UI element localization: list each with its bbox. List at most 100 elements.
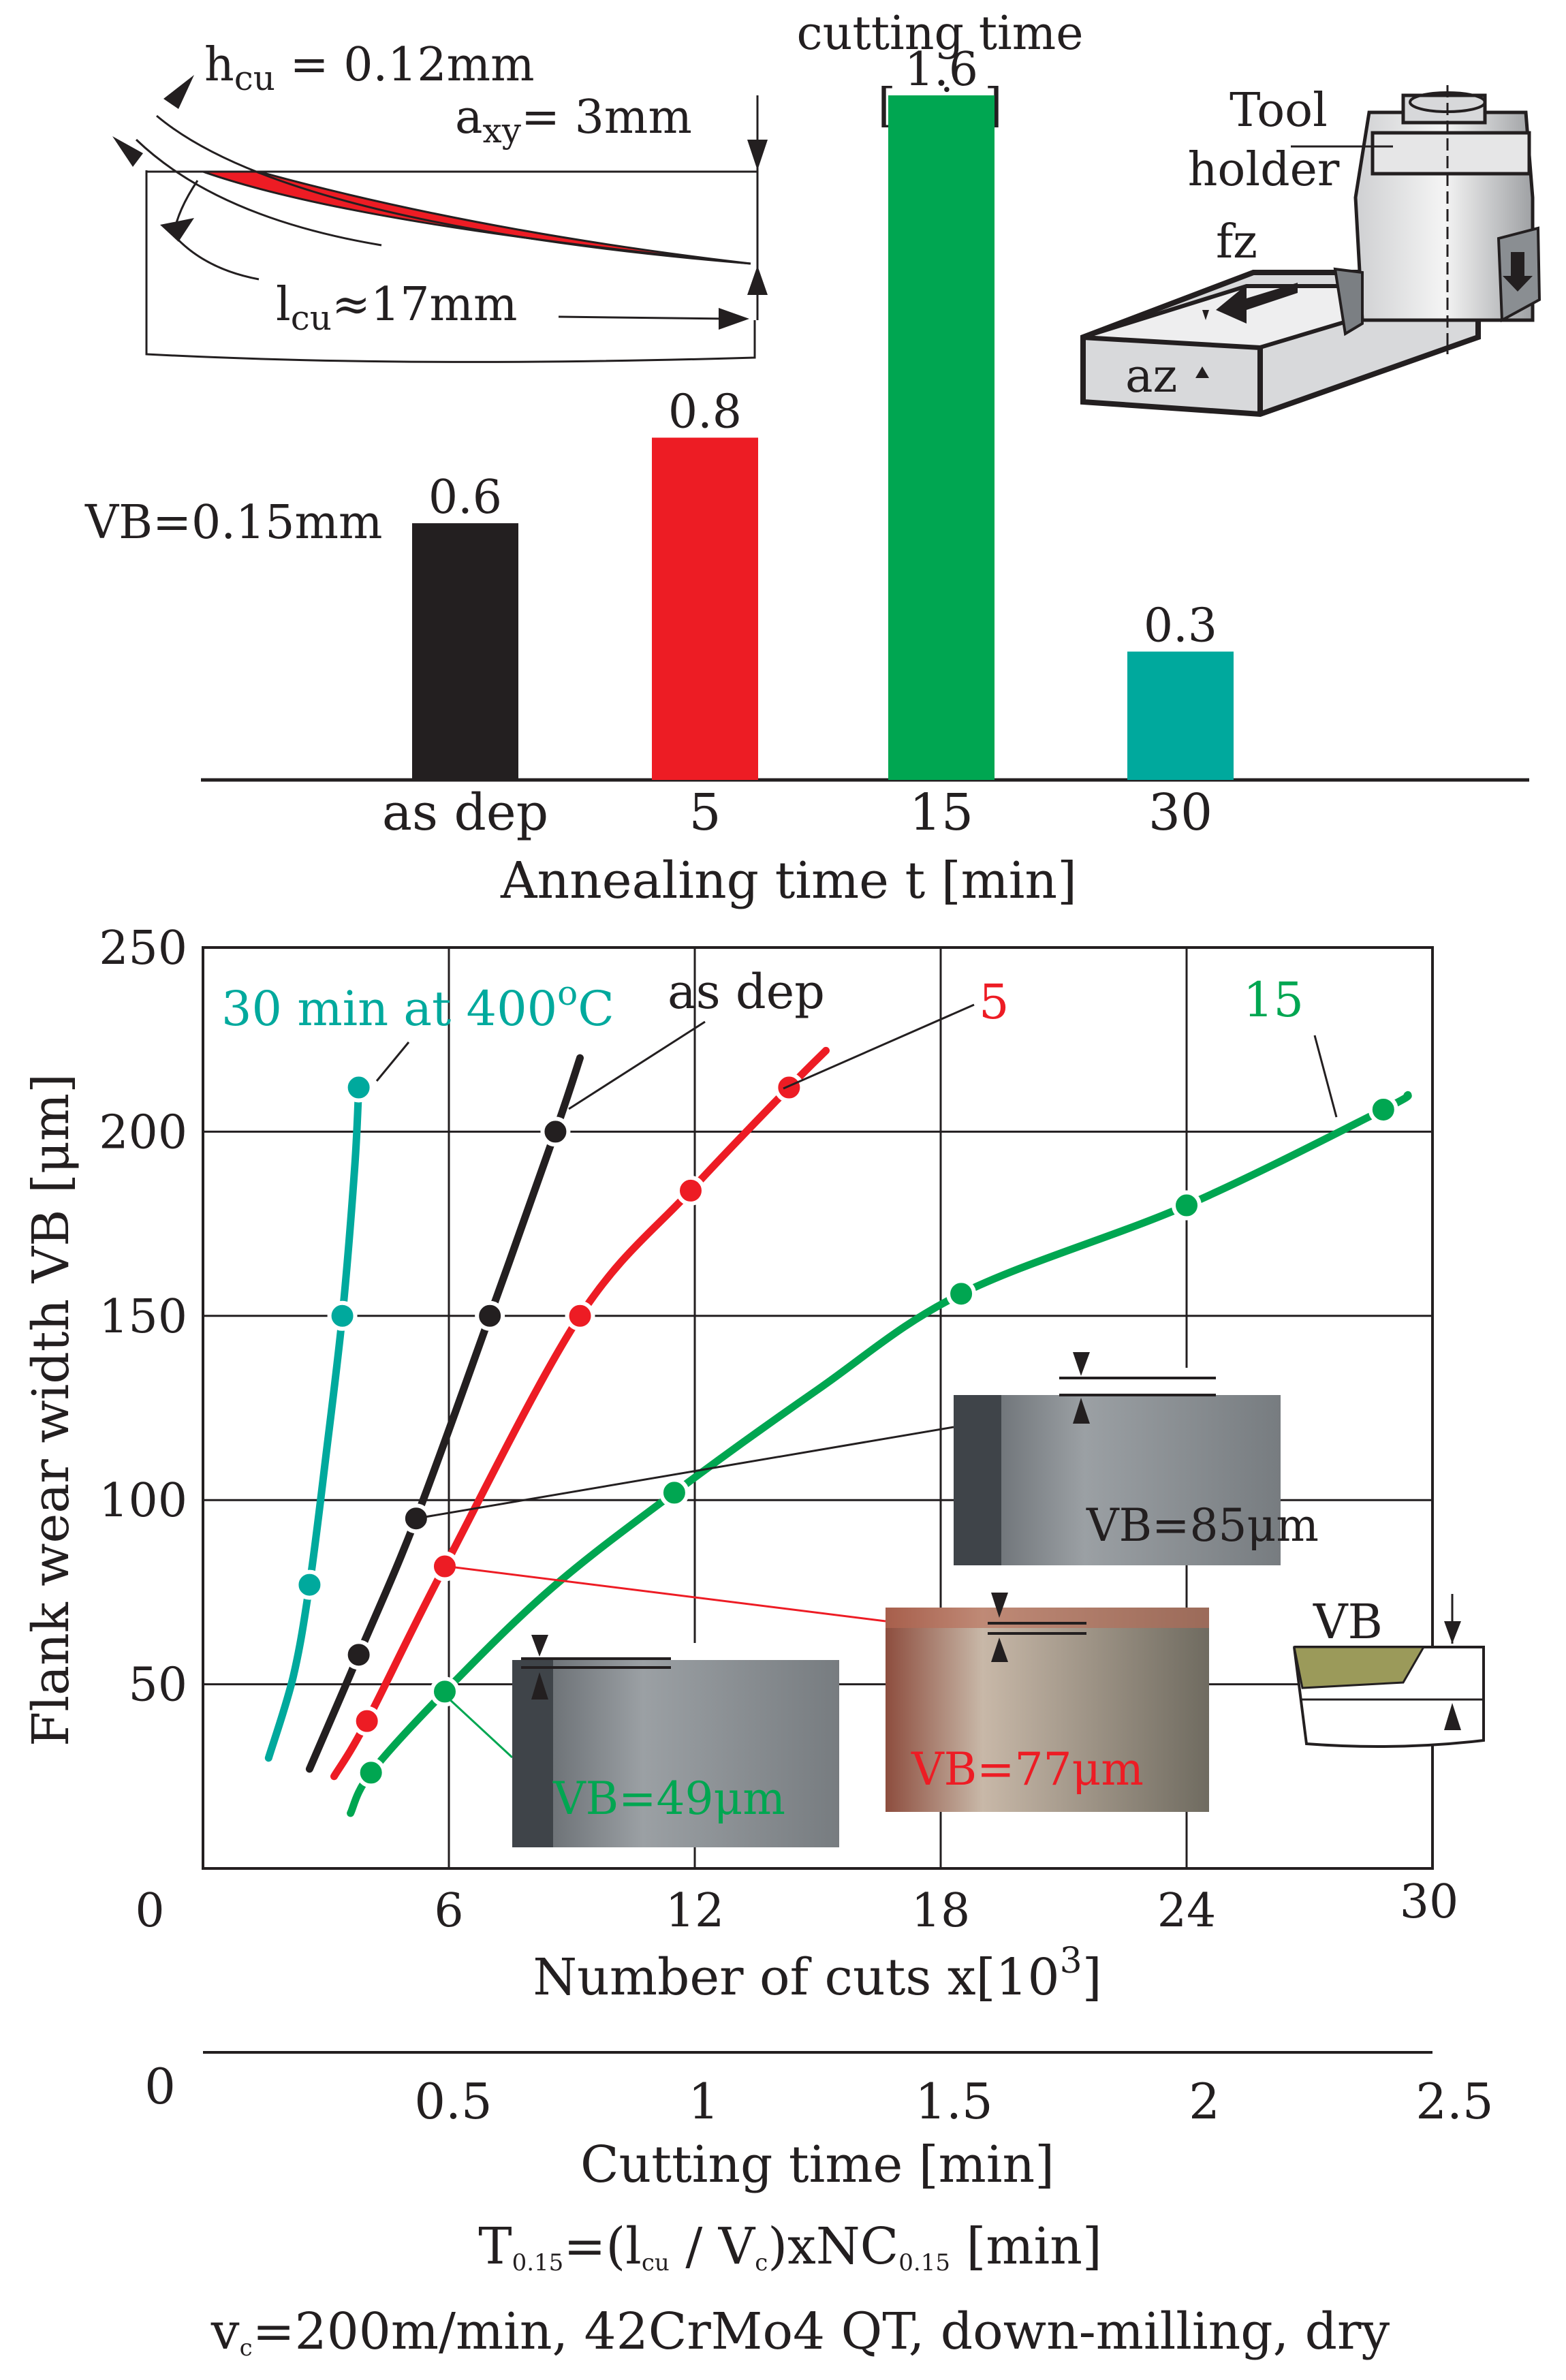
bar-chart-title-line1: cutting time [796, 7, 1083, 61]
leader-as-dep [568, 1020, 706, 1110]
vb85-arrow-up-icon [1073, 1398, 1090, 1424]
bar-value-label-1: 0.8 [668, 386, 742, 439]
x-tick-label-4: 24 [1157, 1884, 1217, 1938]
tool-holder-sketch: Tool holder fz az [1080, 84, 1541, 418]
cutting-conditions: vc=200m/min, 42CrMo4 QT, down-milling, d… [210, 2302, 1390, 2362]
point-series-1-2 [475, 1300, 505, 1331]
x-tick-labels: 0 6 12 18 24 30 [135, 1875, 1458, 1938]
a-xy-label: axy= 3mm [455, 91, 692, 151]
tool-holder-label-2: holder [1188, 143, 1340, 197]
leader-30min [375, 1042, 410, 1082]
workpiece-outline [145, 170, 756, 363]
vb-schematic-label: VB [1313, 1594, 1383, 1650]
a-xy-arrow-up-icon [747, 266, 768, 295]
y-tick-label-2: 150 [99, 1290, 187, 1344]
tool-path-arc-inner [135, 138, 382, 247]
y-tick-label-0: 50 [128, 1659, 187, 1712]
bar-category-label-3: 30 [1148, 783, 1212, 842]
leader-vb77 [438, 1564, 886, 1623]
bar-2 [888, 95, 995, 780]
h-cu-arrow-lower-icon [112, 136, 143, 167]
bar-value-label-0: 0.6 [428, 471, 502, 524]
micrograph-vb49: VB=49μm [512, 1635, 839, 1847]
bar-category-label-1: 5 [689, 783, 721, 842]
point-series-3-0 [356, 1757, 386, 1788]
bar-category-label-2: 15 [909, 783, 973, 842]
time-tick-label-5: 2.5 [1415, 2073, 1494, 2130]
point-series-0-0 [294, 1569, 325, 1600]
point-series-3-3 [946, 1279, 977, 1309]
x-tick-label-1: 6 [434, 1884, 463, 1938]
l-cu-arrow-right-icon [719, 308, 749, 330]
x-tick-label-0: 0 [135, 1884, 164, 1938]
series-label-5: 5 [979, 974, 1009, 1030]
point-series-3-5 [1368, 1094, 1398, 1125]
micrograph-vb77-label: VB=77μm [911, 1743, 1144, 1796]
bar-chart-cutting-time: cutting time [min] VB=0.15mm 0.6as dep0.… [84, 7, 1529, 910]
point-series-3-1 [429, 1676, 460, 1707]
holder-flange [1371, 131, 1531, 176]
time-tick-label-3: 1.5 [915, 2073, 993, 2130]
y-tick-label-3: 200 [99, 1106, 187, 1159]
wear-curves [264, 1046, 1412, 1817]
x-tick-label-2: 12 [665, 1884, 725, 1938]
y-axis-label: Flank wear width VB [μm] [22, 1074, 80, 1747]
series-label-15: 15 [1243, 972, 1304, 1028]
bar-chart-xlabel: Annealing time t [min] [500, 851, 1077, 910]
h-cu-label: hcu = 0.12mm [204, 38, 535, 98]
y-tick-labels: 50 100 150 200 250 [99, 922, 187, 1712]
cutting-time-tick-labels: 0 0.5 1 1.5 2 2.5 [144, 2058, 1494, 2130]
az-arrow-up-icon [1195, 366, 1209, 378]
point-series-2-0 [351, 1706, 382, 1736]
l-cu-arrow-left-icon [160, 218, 194, 242]
curve-series-0 [264, 1084, 363, 1762]
micrograph-vb85-label: VB=85μm [1086, 1499, 1319, 1552]
vb-schematic: VB [1293, 1594, 1485, 1748]
time-tick-label-1: 0.5 [414, 2073, 492, 2130]
milling-geometry-sketch: hcu = 0.12mm axy= 3mm lcu≈17mm [112, 38, 768, 363]
l-cu-dim-right [558, 315, 730, 320]
vb49-arrow-down-icon [531, 1635, 548, 1657]
leader-15 [1313, 1035, 1338, 1118]
leader-vb85 [420, 1426, 954, 1519]
insert-arrow-icon [1503, 252, 1533, 292]
series-label-as-dep: as dep [668, 964, 825, 1020]
y-tick-label-1: 100 [99, 1474, 187, 1528]
point-series-0-2 [343, 1072, 374, 1103]
micrograph-vb49-label: VB=49μm [552, 1772, 785, 1825]
line-chart-flank-wear: 0 6 12 18 24 30 50 100 150 200 250 Flank wear wid… [22, 922, 1485, 2007]
curve-series-2 [330, 1046, 830, 1781]
time-tick-label-0: 0 [144, 2058, 176, 2115]
point-series-2-4 [774, 1072, 804, 1103]
x-axis-label: Number of cuts x[103] [533, 1941, 1101, 2007]
bar-category-label-0: as dep [382, 783, 548, 842]
cutting-time-axis-label: Cutting time [min] [580, 2135, 1054, 2194]
point-series-1-3 [540, 1116, 571, 1147]
bar-0 [412, 523, 518, 780]
l-cu-label: lcu≈17mm [276, 278, 517, 338]
cutting-insert-left [1333, 267, 1364, 336]
bar-1 [652, 437, 758, 780]
fz-arrow-icon [1216, 283, 1298, 324]
a-xy-arrow-down-icon [747, 140, 768, 170]
cutting-time-axis: 0 0.5 1 1.5 2 2.5 Cutting time [min] [144, 2051, 1494, 2194]
vb49-arrow-up-icon [531, 1672, 548, 1700]
vb77-arrow-up-icon [991, 1638, 1008, 1662]
bar-value-label-3: 0.3 [1144, 599, 1217, 653]
point-series-2-3 [675, 1175, 706, 1206]
fz-label: fz [1216, 215, 1257, 269]
tool-path-arc [156, 114, 751, 265]
vb77-arrow-down-icon [991, 1593, 1008, 1618]
tool-holder-label: Tool [1230, 84, 1328, 138]
point-series-1-1 [401, 1503, 431, 1534]
y-tick-label-4: 250 [99, 922, 187, 975]
bar-series: 0.6 as dep 0.8 5 1.6 15 0.3 30 [382, 43, 1234, 842]
vb-criterion-label: VB=0.15mm [84, 496, 382, 550]
leader-vb49 [437, 1688, 514, 1759]
point-series-0-1 [327, 1300, 358, 1331]
x-tick-label-5: 30 [1400, 1875, 1459, 1929]
micrograph-vb85: VB=85μm [954, 1352, 1319, 1565]
vb-schematic-arrow-up-icon [1444, 1703, 1461, 1730]
point-series-2-2 [565, 1300, 595, 1331]
